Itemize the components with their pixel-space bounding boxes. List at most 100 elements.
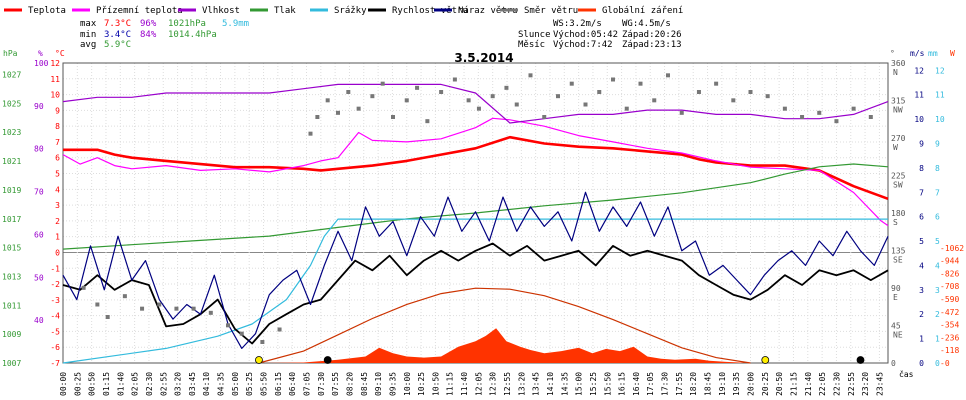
wind-direction-point (611, 77, 615, 82)
axis-x-tick: 17:05 (646, 372, 655, 396)
axis-hpa-tick: 1021 (2, 157, 21, 166)
axis-ms-tick: 4 (919, 261, 924, 270)
axis-direction-label: NE (893, 331, 903, 340)
axis-celsius-unit: °C (55, 49, 65, 58)
wind-direction-point (817, 110, 822, 115)
axis-mm-tick: 1 (935, 335, 940, 344)
sun-label: Slunce (518, 30, 551, 40)
axis-x-tick: 23:45 (875, 372, 884, 396)
axis-x-tick: 04:35 (217, 372, 226, 396)
wind-direction-point (315, 115, 320, 119)
moonset: Západ:23:13 (622, 40, 682, 50)
stat-min-hum: 84% (140, 30, 157, 40)
axis-x-label: čas (899, 369, 914, 379)
axis-direction-tick: 360 (891, 59, 906, 68)
axis-x-tick: 22:05 (818, 372, 827, 396)
legend-label: Náraz větru (458, 6, 518, 16)
axis-wm2-tick: -236 (940, 333, 959, 342)
axis-x-tick: 10:25 (417, 372, 426, 396)
axis-x-tick: 11:40 (460, 372, 469, 396)
axis-mm-tick: 8 (935, 164, 940, 173)
wind-direction-point (208, 310, 213, 315)
axis-celsius-tick: 6 (55, 154, 60, 163)
wind-direction-point (415, 85, 420, 90)
wind-direction-point (569, 81, 574, 86)
axis-x-tick: 22:55 (847, 372, 856, 396)
legend-label: Tlak (274, 6, 296, 16)
wind-direction-point (174, 306, 179, 311)
wind-direction-point (157, 302, 162, 307)
axis-percent-tick: 80 (34, 145, 44, 154)
axis-hpa-tick: 1011 (2, 301, 21, 310)
axis-x-tick: 05:25 (245, 372, 254, 396)
axis-direction-unit: ° (890, 49, 895, 58)
wind-direction-point (556, 94, 560, 99)
axis-x-tick: 15:50 (603, 372, 612, 396)
wind-direction-point (731, 98, 736, 103)
wind-direction-point (490, 94, 495, 99)
legend-label: Teplota (28, 6, 66, 16)
axis-wm2-tick: -708 (940, 282, 959, 291)
axis-x-tick: 14:10 (546, 372, 555, 396)
sunset: Západ:20:26 (622, 30, 682, 40)
legend-label: Přízemní teplota (96, 6, 183, 16)
axis-direction-label: SW (893, 181, 903, 190)
stat-min-label: min (80, 30, 96, 40)
axis-percent-tick: 70 (34, 188, 44, 197)
axis-x-tick: 06:40 (288, 372, 297, 396)
wind-direction-point (666, 73, 670, 78)
wind-direction-point (679, 110, 684, 115)
axis-x-tick: 20:50 (775, 372, 784, 396)
axis-ms-tick: 2 (919, 310, 924, 319)
wind-direction-point (380, 81, 385, 86)
axis-ms-tick: 7 (919, 188, 924, 197)
axis-x-tick: 07:05 (302, 372, 311, 396)
axis-celsius-tick: -3 (50, 296, 60, 305)
chart-title: 3.5.2014 (454, 51, 513, 65)
axis-percent-unit: % (38, 49, 43, 58)
wind-direction-point (404, 98, 409, 103)
wind-direction-point (226, 323, 230, 328)
wind-direction-point (105, 315, 110, 319)
axis-direction-tick: 315 (891, 97, 906, 106)
axis-direction-tick: 45 (891, 322, 901, 331)
axis-percent-tick: 50 (34, 273, 44, 282)
stat-min-temp: 3.4°C (104, 30, 131, 40)
axis-wm2-tick: -590 (940, 295, 959, 304)
wind-direction-point (308, 131, 313, 136)
stat-max-rain: 5.9mm (222, 19, 249, 29)
wind-direction-point (542, 115, 547, 119)
wind-direction-point (714, 81, 719, 86)
axis-x-tick: 08:45 (360, 372, 369, 396)
wind-direction-point (81, 285, 86, 290)
axis-celsius-tick: -7 (50, 359, 60, 368)
axis-celsius-tick: 7 (55, 138, 60, 147)
axis-x-tick: 21:40 (804, 372, 813, 396)
stat-max-label: max (80, 19, 97, 29)
axis-x-tick: 20:25 (761, 372, 770, 396)
axis-x-tick: 23:20 (861, 372, 870, 396)
axis-x-tick: 19:10 (718, 372, 727, 396)
wind-direction-point (356, 106, 361, 111)
axis-percent-tick: 100 (34, 59, 49, 68)
wind-gust-avg: WG:4.5m/s (622, 19, 671, 29)
axis-x-tick: 08:20 (345, 372, 354, 396)
legend-label: Rychlost větru (392, 6, 468, 16)
legend: Teplota Přízemní teplota Vlhkost Tlak Srážky… (4, 6, 683, 16)
axis-x-tick: 04:10 (202, 372, 211, 396)
legend-label: Srážky (334, 6, 367, 16)
axis-x-tick: 10:50 (431, 372, 440, 396)
axis-direction-tick: 180 (891, 209, 906, 218)
axis-hpa-tick: 1019 (2, 186, 21, 195)
wind-direction-point (439, 90, 444, 94)
axis-ms-tick: 8 (919, 164, 924, 173)
axis-x-tick: 22:30 (832, 372, 841, 396)
axis-direction-label: SE (893, 256, 903, 265)
axis-x-tick: 19:35 (732, 372, 741, 396)
axis-x-tick: 10:00 (403, 372, 412, 396)
axis-mm-tick: 7 (935, 188, 940, 197)
axis-percent-tick: 60 (34, 230, 44, 239)
wind-direction-point (140, 306, 145, 311)
axis-wm2-tick: -0 (940, 359, 950, 368)
